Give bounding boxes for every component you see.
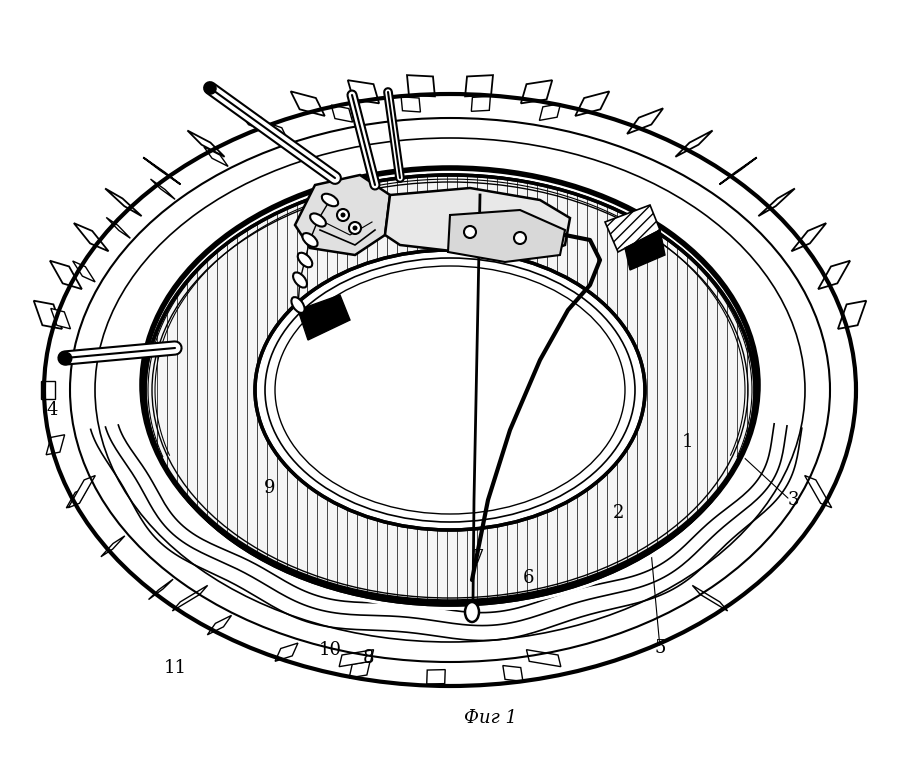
Polygon shape (805, 476, 832, 508)
Polygon shape (627, 109, 663, 134)
Polygon shape (265, 122, 288, 141)
Ellipse shape (465, 602, 479, 622)
Polygon shape (521, 81, 553, 103)
Polygon shape (50, 309, 70, 329)
Polygon shape (407, 75, 435, 97)
Polygon shape (526, 650, 561, 667)
Polygon shape (472, 97, 491, 111)
Ellipse shape (298, 253, 312, 268)
Text: 6: 6 (522, 569, 534, 587)
Circle shape (353, 226, 357, 230)
Text: 5: 5 (654, 639, 666, 657)
Polygon shape (605, 205, 660, 252)
Circle shape (340, 213, 346, 217)
Circle shape (349, 222, 361, 234)
Polygon shape (625, 230, 665, 270)
Text: 3: 3 (788, 491, 799, 509)
Text: 1: 1 (682, 433, 694, 451)
Ellipse shape (145, 175, 755, 605)
Text: 11: 11 (164, 659, 186, 677)
Circle shape (514, 232, 526, 244)
Circle shape (464, 226, 476, 238)
Polygon shape (172, 585, 208, 611)
Polygon shape (74, 223, 109, 252)
Polygon shape (150, 179, 176, 199)
Polygon shape (759, 188, 795, 216)
Polygon shape (275, 643, 298, 661)
Polygon shape (41, 381, 55, 399)
Polygon shape (298, 295, 350, 340)
Polygon shape (204, 147, 228, 166)
Ellipse shape (322, 194, 338, 206)
Polygon shape (295, 175, 390, 255)
Polygon shape (385, 188, 570, 258)
Polygon shape (427, 670, 446, 684)
Polygon shape (503, 666, 523, 682)
Polygon shape (719, 157, 757, 185)
Polygon shape (105, 188, 141, 216)
Text: 2: 2 (612, 504, 624, 522)
Polygon shape (50, 261, 82, 289)
Polygon shape (401, 97, 420, 112)
Polygon shape (143, 157, 181, 185)
Text: 7: 7 (472, 549, 483, 567)
Polygon shape (838, 301, 867, 329)
Ellipse shape (310, 214, 326, 226)
Ellipse shape (140, 170, 760, 610)
Text: Фиг 1: Фиг 1 (464, 709, 517, 727)
Text: 9: 9 (265, 479, 275, 497)
Polygon shape (676, 131, 713, 157)
Polygon shape (148, 579, 173, 600)
Polygon shape (207, 616, 231, 635)
Text: 10: 10 (319, 641, 341, 659)
Polygon shape (575, 91, 609, 116)
Polygon shape (692, 585, 728, 611)
Circle shape (337, 209, 349, 221)
Ellipse shape (293, 272, 307, 287)
Ellipse shape (292, 297, 304, 313)
Polygon shape (33, 301, 62, 329)
Ellipse shape (30, 80, 870, 700)
Ellipse shape (302, 233, 318, 247)
Polygon shape (187, 131, 224, 157)
Polygon shape (67, 487, 88, 508)
Polygon shape (331, 105, 353, 122)
Polygon shape (448, 210, 565, 262)
Text: 4: 4 (46, 401, 58, 419)
Polygon shape (349, 661, 370, 678)
Polygon shape (465, 75, 493, 97)
Polygon shape (101, 536, 125, 557)
Ellipse shape (255, 250, 645, 530)
Polygon shape (539, 103, 561, 120)
Polygon shape (791, 223, 826, 252)
Polygon shape (73, 261, 95, 282)
Polygon shape (68, 476, 95, 508)
Polygon shape (46, 435, 65, 454)
Polygon shape (818, 261, 850, 289)
Polygon shape (347, 81, 379, 103)
Polygon shape (291, 91, 325, 116)
Polygon shape (339, 650, 374, 667)
Polygon shape (237, 109, 273, 134)
Text: 8: 8 (362, 649, 374, 667)
Polygon shape (106, 217, 130, 239)
